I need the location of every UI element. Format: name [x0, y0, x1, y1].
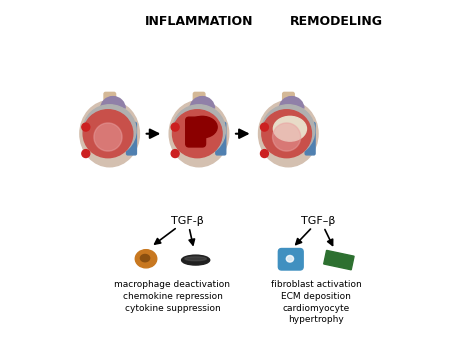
Ellipse shape: [258, 101, 318, 167]
Ellipse shape: [273, 116, 307, 141]
Ellipse shape: [262, 110, 311, 158]
Ellipse shape: [273, 123, 301, 151]
Text: INFLAMMATION: INFLAMMATION: [145, 14, 253, 28]
FancyBboxPatch shape: [193, 92, 205, 112]
Ellipse shape: [83, 110, 133, 158]
Ellipse shape: [135, 250, 157, 268]
Circle shape: [82, 123, 90, 131]
FancyBboxPatch shape: [127, 122, 137, 155]
Ellipse shape: [94, 123, 122, 151]
FancyBboxPatch shape: [283, 92, 294, 112]
Text: REMODELING: REMODELING: [290, 14, 383, 28]
Ellipse shape: [173, 105, 226, 156]
Circle shape: [82, 150, 90, 157]
Ellipse shape: [83, 105, 136, 156]
Circle shape: [171, 150, 179, 157]
Ellipse shape: [182, 255, 210, 265]
Text: fibroblast activation
ECM deposition
cardiomyocyte
hypertrophy: fibroblast activation ECM deposition car…: [271, 280, 362, 324]
Ellipse shape: [173, 110, 222, 158]
Ellipse shape: [169, 101, 229, 167]
Text: macrophage deactivation
chemokine repression
cytokine suppression: macrophage deactivation chemokine repres…: [115, 280, 230, 312]
FancyBboxPatch shape: [216, 122, 226, 155]
FancyBboxPatch shape: [278, 248, 303, 270]
Ellipse shape: [183, 123, 211, 151]
Circle shape: [261, 123, 268, 131]
Ellipse shape: [185, 257, 206, 261]
Ellipse shape: [187, 116, 217, 138]
Circle shape: [171, 123, 179, 131]
FancyBboxPatch shape: [186, 117, 206, 147]
Circle shape: [261, 150, 268, 157]
Ellipse shape: [286, 255, 293, 262]
Polygon shape: [324, 250, 354, 270]
Ellipse shape: [262, 105, 315, 156]
Ellipse shape: [140, 254, 150, 262]
FancyBboxPatch shape: [104, 92, 116, 112]
Text: TGF–β: TGF–β: [301, 216, 335, 226]
Ellipse shape: [80, 101, 139, 167]
FancyBboxPatch shape: [305, 122, 315, 155]
Text: TGF-β: TGF-β: [171, 216, 204, 226]
